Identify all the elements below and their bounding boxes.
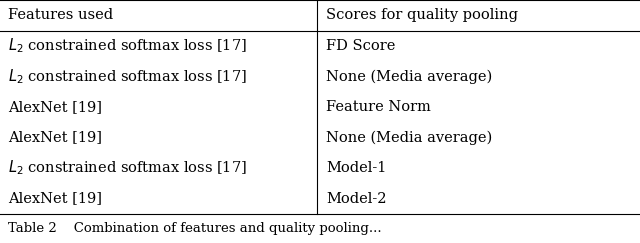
Text: AlexNet [19]: AlexNet [19] [8, 191, 102, 206]
Text: None (Media average): None (Media average) [326, 69, 493, 84]
Text: $L_2$ constrained softmax loss [17]: $L_2$ constrained softmax loss [17] [8, 159, 247, 177]
Text: FD Score: FD Score [326, 39, 396, 53]
Text: Features used: Features used [8, 8, 113, 22]
Text: $L_2$ constrained softmax loss [17]: $L_2$ constrained softmax loss [17] [8, 67, 247, 86]
Text: Model-2: Model-2 [326, 191, 387, 206]
Text: $L_2$ constrained softmax loss [17]: $L_2$ constrained softmax loss [17] [8, 36, 247, 55]
Text: AlexNet [19]: AlexNet [19] [8, 130, 102, 145]
Text: AlexNet [19]: AlexNet [19] [8, 100, 102, 114]
Text: None (Media average): None (Media average) [326, 130, 493, 145]
Text: Model-1: Model-1 [326, 161, 387, 175]
Text: Table 2    Combination of features and quality pooling...: Table 2 Combination of features and qual… [8, 222, 381, 235]
Text: Scores for quality pooling: Scores for quality pooling [326, 8, 518, 22]
Text: Feature Norm: Feature Norm [326, 100, 431, 114]
